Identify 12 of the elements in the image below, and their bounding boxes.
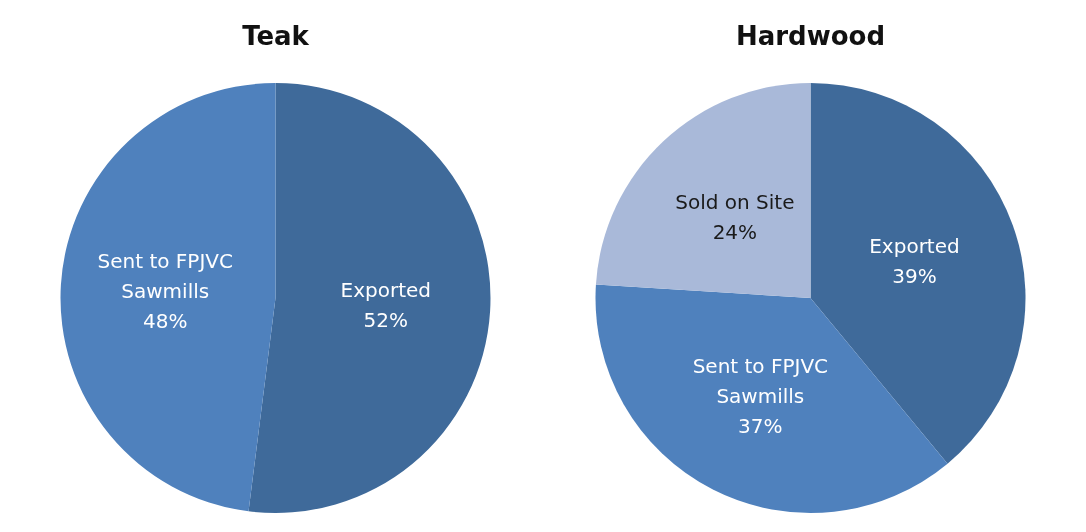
data-label: 52% [363,307,409,332]
chart-title: Hardwood [735,21,886,51]
data-label: 37% [738,414,783,439]
data-label: 24% [712,220,758,245]
slice-label: Sent to FPJVC Sawmills [692,354,829,409]
slice-label: Exported [340,277,432,302]
slice-label: Sold on Site [675,190,795,215]
chart-title: Teak [242,21,310,51]
slice-label: Exported [869,233,960,258]
data-label: 48% [142,309,188,334]
slice-label: Sent to FPJVC Sawmills [97,249,233,304]
data-label: 39% [892,263,937,288]
